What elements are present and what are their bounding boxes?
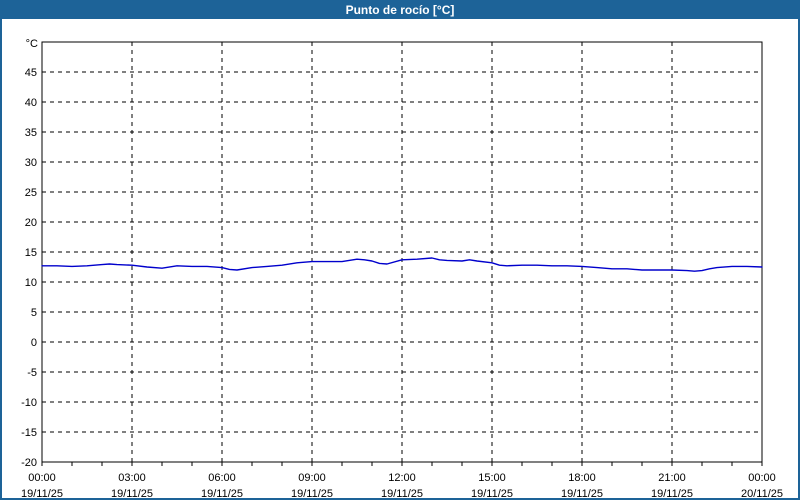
x-tick-date-label: 19/11/25 bbox=[201, 488, 243, 500]
x-tick-time-label: 18:00 bbox=[568, 472, 596, 484]
x-tick-date-label: 19/11/25 bbox=[651, 488, 693, 500]
plot-border bbox=[41, 41, 763, 463]
y-tick-label: 40 bbox=[25, 97, 37, 109]
x-tick-date-label: 19/11/25 bbox=[291, 488, 333, 500]
y-tick-label: -20 bbox=[21, 457, 37, 469]
y-tick-label: 35 bbox=[25, 127, 37, 139]
y-tick-label: -5 bbox=[27, 367, 37, 379]
chart-title: Punto de rocío [°C] bbox=[345, 3, 455, 17]
y-tick-label: 45 bbox=[25, 67, 37, 79]
x-tick-date-label: 19/11/25 bbox=[111, 488, 153, 500]
x-tick-time-label: 06:00 bbox=[208, 472, 236, 484]
x-tick-date-label: 19/11/25 bbox=[21, 488, 63, 500]
y-tick-label: 20 bbox=[25, 217, 37, 229]
y-axis-unit-label: °C bbox=[26, 38, 38, 50]
x-tick-time-label: 00:00 bbox=[748, 472, 776, 484]
y-tick-label: 5 bbox=[31, 307, 37, 319]
x-tick-date-label: 19/11/25 bbox=[381, 488, 423, 500]
y-tick-label: -10 bbox=[21, 397, 37, 409]
x-tick-time-label: 15:00 bbox=[478, 472, 506, 484]
y-tick-label: 10 bbox=[25, 277, 37, 289]
x-tick-time-label: 12:00 bbox=[388, 472, 416, 484]
dewpoint-line-chart: 45 40 35 30 25 20 15 10 5 0 -5 -10 -15 -20 °C 00:00 19/1… bbox=[21, 38, 783, 500]
y-tick-label: 15 bbox=[25, 247, 37, 259]
titlebar: Punto de rocío [°C] bbox=[2, 2, 798, 19]
x-tick-date-label: 19/11/25 bbox=[471, 488, 513, 500]
x-tick-time-label: 09:00 bbox=[298, 472, 326, 484]
x-tick-time-label: 03:00 bbox=[118, 472, 146, 484]
x-tick-time-label: 00:00 bbox=[28, 472, 56, 484]
dewpoint-series-line bbox=[41, 257, 763, 272]
y-tick-label: 0 bbox=[31, 337, 37, 349]
y-tick-label: 30 bbox=[25, 157, 37, 169]
y-tick-label: 25 bbox=[25, 187, 37, 199]
x-tick-time-label: 21:00 bbox=[658, 472, 686, 484]
x-tick-date-label: 20/11/25 bbox=[741, 488, 783, 500]
x-tick-date-label: 19/11/25 bbox=[561, 488, 603, 500]
chart-area: 45 40 35 30 25 20 15 10 5 0 -5 -10 -15 -20 °C 00:00 19/1… bbox=[2, 19, 798, 500]
y-tick-label: -15 bbox=[21, 427, 37, 439]
